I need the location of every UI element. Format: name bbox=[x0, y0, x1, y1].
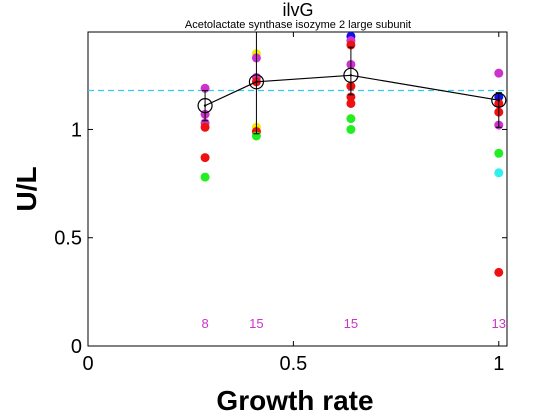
mean-marker bbox=[248, 74, 265, 90]
count-label: 15 bbox=[344, 316, 358, 331]
y-axis-title: U/L bbox=[11, 166, 42, 211]
mean-marker-dot bbox=[255, 80, 258, 84]
x-tick-label: 0 bbox=[82, 353, 93, 375]
mean-marker bbox=[491, 92, 507, 108]
data-point bbox=[200, 153, 210, 163]
data-point bbox=[200, 172, 210, 182]
y-tick-label: 1 bbox=[71, 119, 82, 141]
data-point bbox=[200, 122, 210, 132]
y-tick-label: 0 bbox=[71, 336, 82, 358]
chart-subtitle: Acetolactate synthase isozyme 2 large su… bbox=[185, 19, 411, 31]
data-point bbox=[346, 124, 356, 134]
chart-title: ilvG bbox=[283, 0, 314, 20]
mean-marker bbox=[343, 67, 359, 83]
data-point bbox=[346, 98, 356, 108]
mean-line bbox=[204, 74, 499, 107]
mean-marker-dot bbox=[349, 74, 353, 77]
mean-marker bbox=[197, 98, 213, 114]
data-point bbox=[346, 114, 356, 124]
count-label: 15 bbox=[249, 316, 263, 331]
mean-marker-dot bbox=[203, 104, 207, 107]
plot-frame bbox=[87, 31, 508, 347]
count-label: 13 bbox=[492, 316, 506, 331]
x-tick-label: 1 bbox=[493, 353, 504, 375]
y-tick-label: 0.5 bbox=[54, 228, 82, 250]
count-label: 8 bbox=[201, 316, 208, 331]
data-point bbox=[494, 148, 504, 158]
x-axis-title: Growth rate bbox=[216, 385, 373, 416]
x-tick-label: 0.5 bbox=[279, 353, 307, 375]
data-point bbox=[494, 168, 504, 178]
mean-marker-dot bbox=[497, 99, 500, 102]
data-point bbox=[494, 267, 504, 277]
data-point bbox=[494, 68, 504, 78]
plot-area: 0 0.5 1 0 0.5 1 8 15 15 13 bbox=[54, 31, 508, 375]
